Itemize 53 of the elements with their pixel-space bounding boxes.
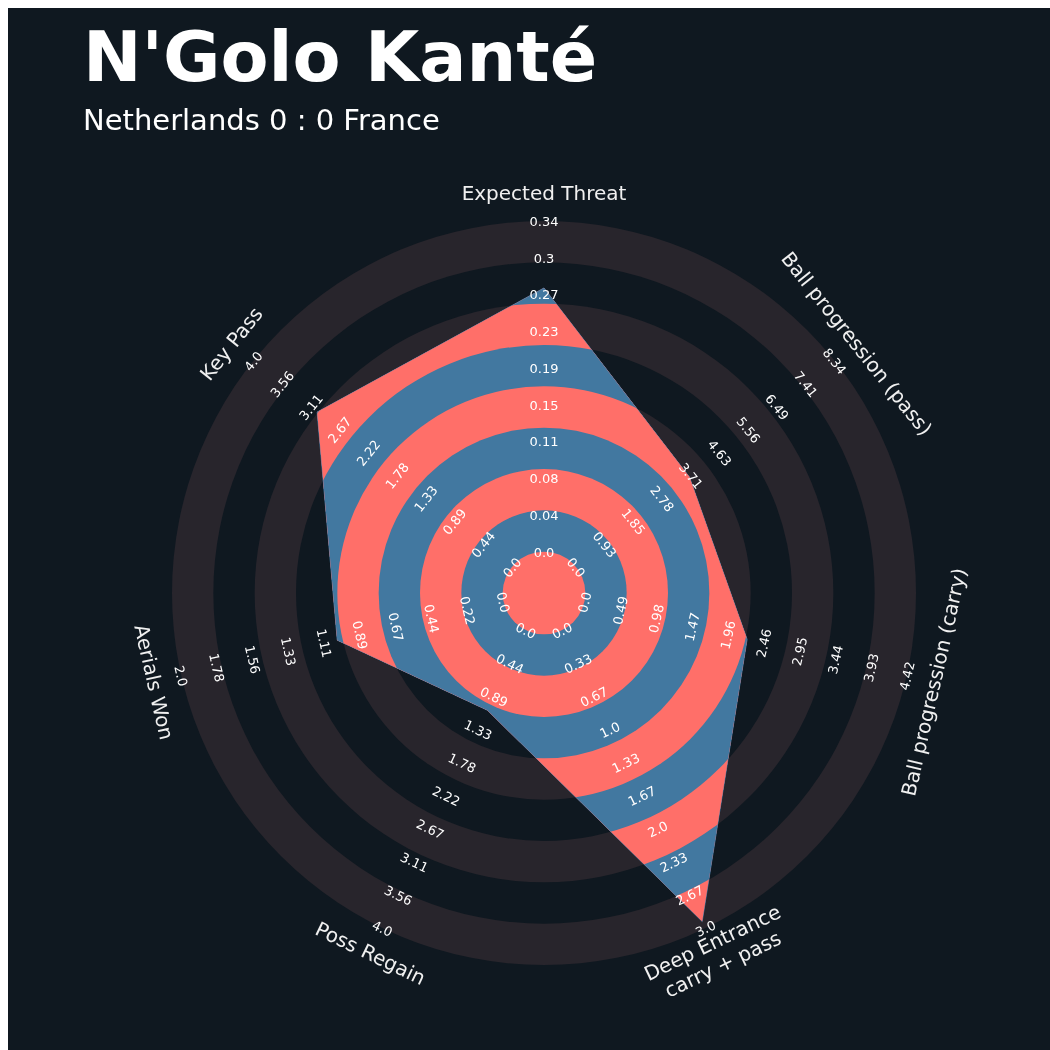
text: 3.56 [382,882,415,909]
chart-subtitle: Netherlands 0 : 0 France [83,103,440,137]
text: 0.0 [574,590,594,614]
text: 2.22 [430,782,463,809]
text: 4.42 [896,660,918,692]
text: 0.67 [577,683,611,710]
text: 3.93 [860,651,882,684]
text: 2.67 [673,882,706,909]
text: 0.33 [561,650,595,677]
text: 0.3 [533,250,555,266]
text: 0.22 [457,594,479,627]
text: 0.34 [529,213,559,229]
text: 0.0 [499,554,524,580]
text: 0.0 [564,554,589,580]
text: 1.78 [446,749,479,776]
text: 0.11 [529,433,559,449]
text: 0.98 [645,602,667,635]
text: 0.44 [493,650,527,677]
text: 0.67 [385,610,407,643]
text: 2.46 [752,627,774,659]
text: 4.0 [370,916,396,940]
text: 2.95 [788,635,810,668]
text: 1.96 [717,619,739,651]
text: 1.0 [597,718,623,741]
text: 1.33 [609,749,642,776]
text: 2.0 [171,664,191,688]
text: 0.15 [529,397,559,413]
text: 0.0 [494,590,514,614]
text: 0.23 [529,323,559,339]
text: 0.89 [477,683,511,710]
text: 1.78 [206,651,228,684]
text: 1.33 [278,635,300,668]
text: 2.0 [645,817,671,841]
text: 0.44 [421,602,443,635]
text: 3.11 [398,848,431,875]
text: 3.44 [824,643,846,676]
text: 1.67 [625,782,658,809]
text: 0.0 [549,618,575,642]
text: 0.89 [349,619,371,651]
text: 2.67 [414,815,447,842]
text: 0.19 [529,360,559,376]
text: 1.11 [314,627,336,659]
chart-title: N'Golo Kanté [83,16,598,98]
spoke-label: Expected Threat [461,181,627,205]
text: 4.0 [240,348,266,374]
text: 2.33 [657,848,690,875]
text: 0.04 [529,507,559,523]
text: 0.0 [513,618,539,642]
text: 1.56 [242,643,264,676]
text: 0.08 [529,470,559,486]
text: 1.47 [681,610,703,643]
text: 0.49 [609,594,631,627]
text: 1.33 [461,716,495,743]
